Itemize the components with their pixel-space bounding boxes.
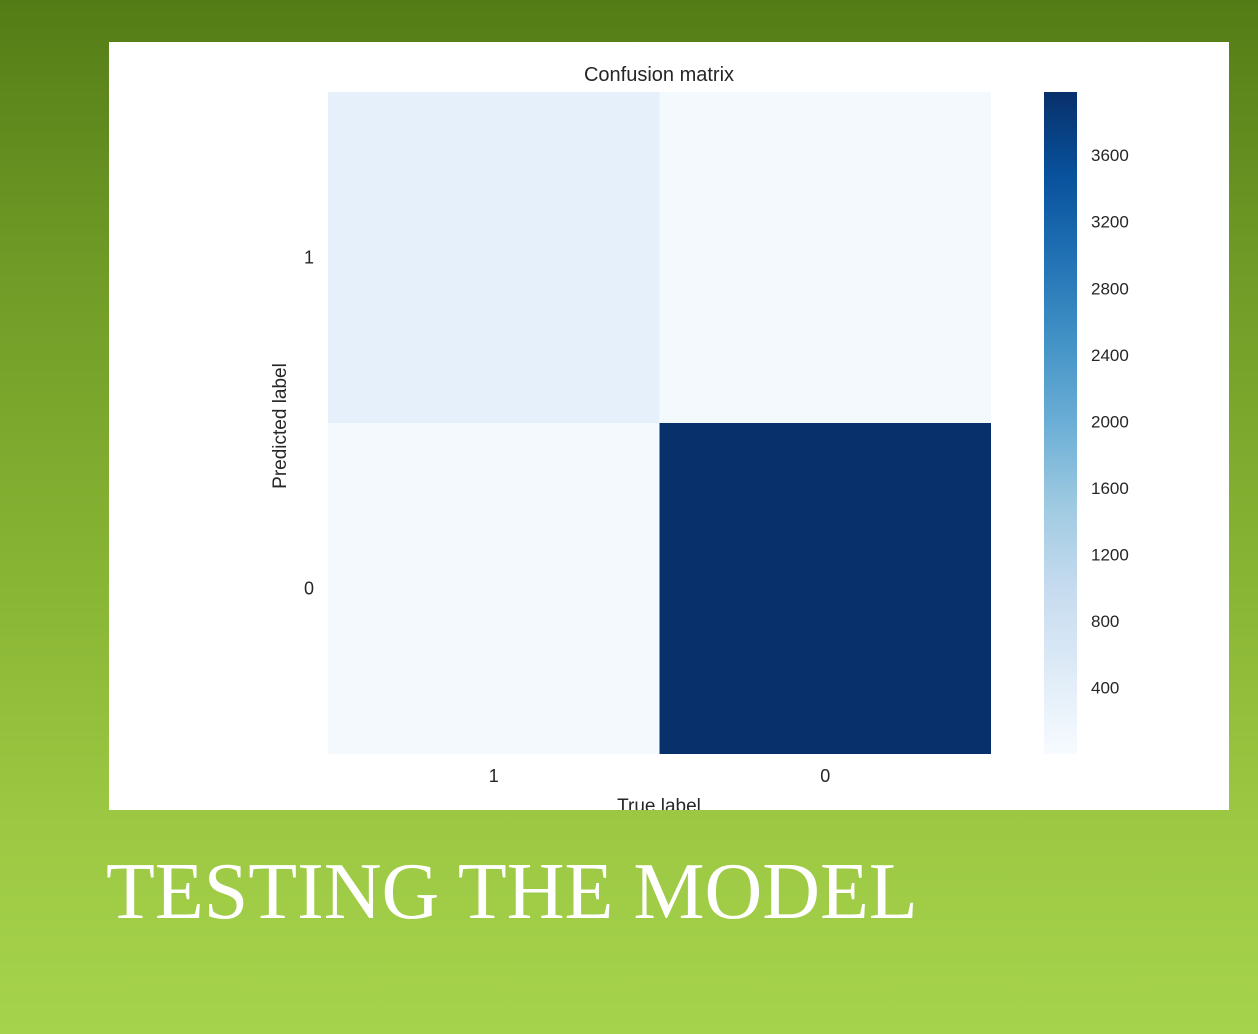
y-tick-label: 0 <box>304 579 314 599</box>
colorbar-tick-label: 2000 <box>1091 412 1129 431</box>
chart-title: Confusion matrix <box>584 64 734 86</box>
y-tick-label: 1 <box>304 248 314 268</box>
x-tick-label: 1 <box>489 766 499 786</box>
heatmap-cells <box>328 92 991 754</box>
colorbar-tick-label: 2800 <box>1091 279 1129 298</box>
colorbar <box>1044 92 1077 754</box>
colorbar-tick-labels: 400 800 1200 1600 2000 2400 2800 3200 3600 <box>1091 146 1129 697</box>
colorbar-tick-label: 1600 <box>1091 479 1129 498</box>
heatmap-cell-pred-1-true-1 <box>328 92 660 423</box>
colorbar-tick-label: 800 <box>1091 612 1119 631</box>
colorbar-tick-label: 2400 <box>1091 346 1129 365</box>
colorbar-tick-label: 3200 <box>1091 213 1129 232</box>
heatmap-cell-pred-0-true-1 <box>328 423 660 754</box>
heatmap-cell-pred-0-true-0 <box>659 423 991 754</box>
x-tick-label: 0 <box>820 766 830 786</box>
x-axis-label: True label <box>617 796 701 810</box>
y-tick-labels: 10 <box>304 248 314 599</box>
colorbar-tick-label: 3600 <box>1091 146 1129 165</box>
slide-title: TESTING THE MODEL <box>106 848 918 936</box>
colorbar-tick-label: 400 <box>1091 678 1119 697</box>
y-axis-label: Predicted label <box>270 363 291 489</box>
heatmap-cell-pred-1-true-0 <box>659 92 991 423</box>
colorbar-tick-label: 1200 <box>1091 545 1129 564</box>
